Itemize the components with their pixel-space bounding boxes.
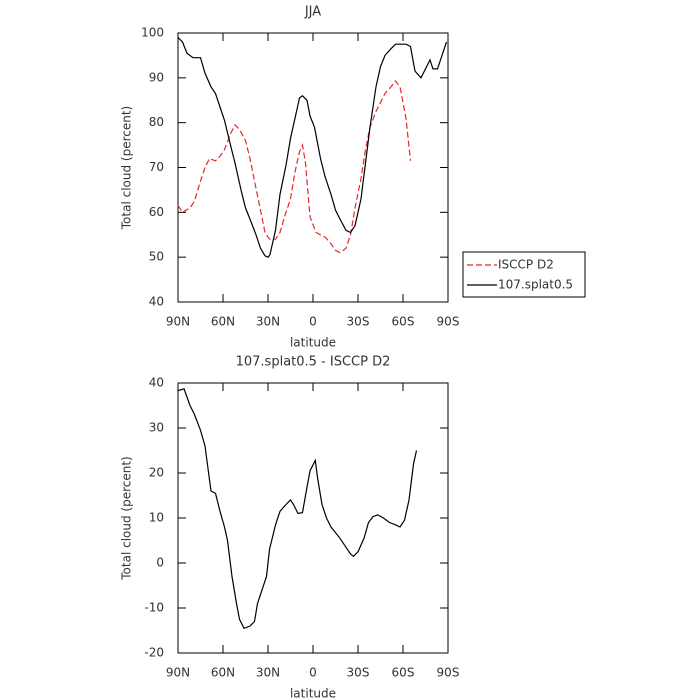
x-tick-label: 60N (211, 666, 235, 680)
x-tick-label: 30N (256, 315, 280, 329)
y-tick-label: 80 (149, 115, 164, 129)
y-tick-label: 70 (149, 160, 164, 174)
x-tick-label: 60N (211, 315, 235, 329)
x-tick-label: 0 (309, 315, 317, 329)
x-tick-label: 90N (166, 315, 190, 329)
y-tick-label: 30 (149, 421, 164, 435)
y-tick-label: -10 (144, 601, 164, 615)
legend-label: 107.splat0.5 (498, 278, 573, 292)
y-tick-label: 40 (149, 295, 164, 309)
plot-frame (177, 382, 449, 654)
y-tick-label: 10 (149, 511, 164, 525)
y-tick-label: 90 (149, 70, 164, 84)
plot-frame (177, 32, 449, 303)
series-line (177, 80, 412, 254)
y-axis-label: Total cloud (percent) (120, 106, 134, 230)
chart-title: 107.splat0.5 - ISCCP D2 (236, 355, 391, 370)
y-tick-label: 20 (149, 466, 164, 480)
x-tick-label: 30S (347, 666, 370, 680)
chart-title: JJA (304, 5, 321, 20)
legend-label: ISCCP D2 (498, 258, 554, 272)
series-line (177, 388, 418, 630)
series-line (177, 37, 448, 258)
x-tick-label: 90N (166, 666, 190, 680)
x-tick-label: 60S (392, 315, 415, 329)
x-tick-label: 90S (437, 315, 460, 329)
x-axis-label: latitude (290, 336, 336, 350)
x-tick-label: 90S (437, 666, 460, 680)
y-tick-label: 40 (149, 376, 164, 390)
y-tick-label: 60 (149, 205, 164, 219)
x-axis-label: latitude (290, 687, 336, 700)
x-tick-label: 0 (309, 666, 317, 680)
legend-box (462, 251, 586, 298)
y-axis-label: Total cloud (percent) (120, 456, 134, 580)
y-tick-label: 100 (141, 26, 164, 40)
y-tick-label: 0 (156, 556, 164, 570)
y-tick-label: -20 (144, 646, 164, 660)
y-tick-label: 50 (149, 250, 164, 264)
x-tick-label: 60S (392, 666, 415, 680)
x-tick-label: 30S (347, 315, 370, 329)
x-tick-label: 30N (256, 666, 280, 680)
